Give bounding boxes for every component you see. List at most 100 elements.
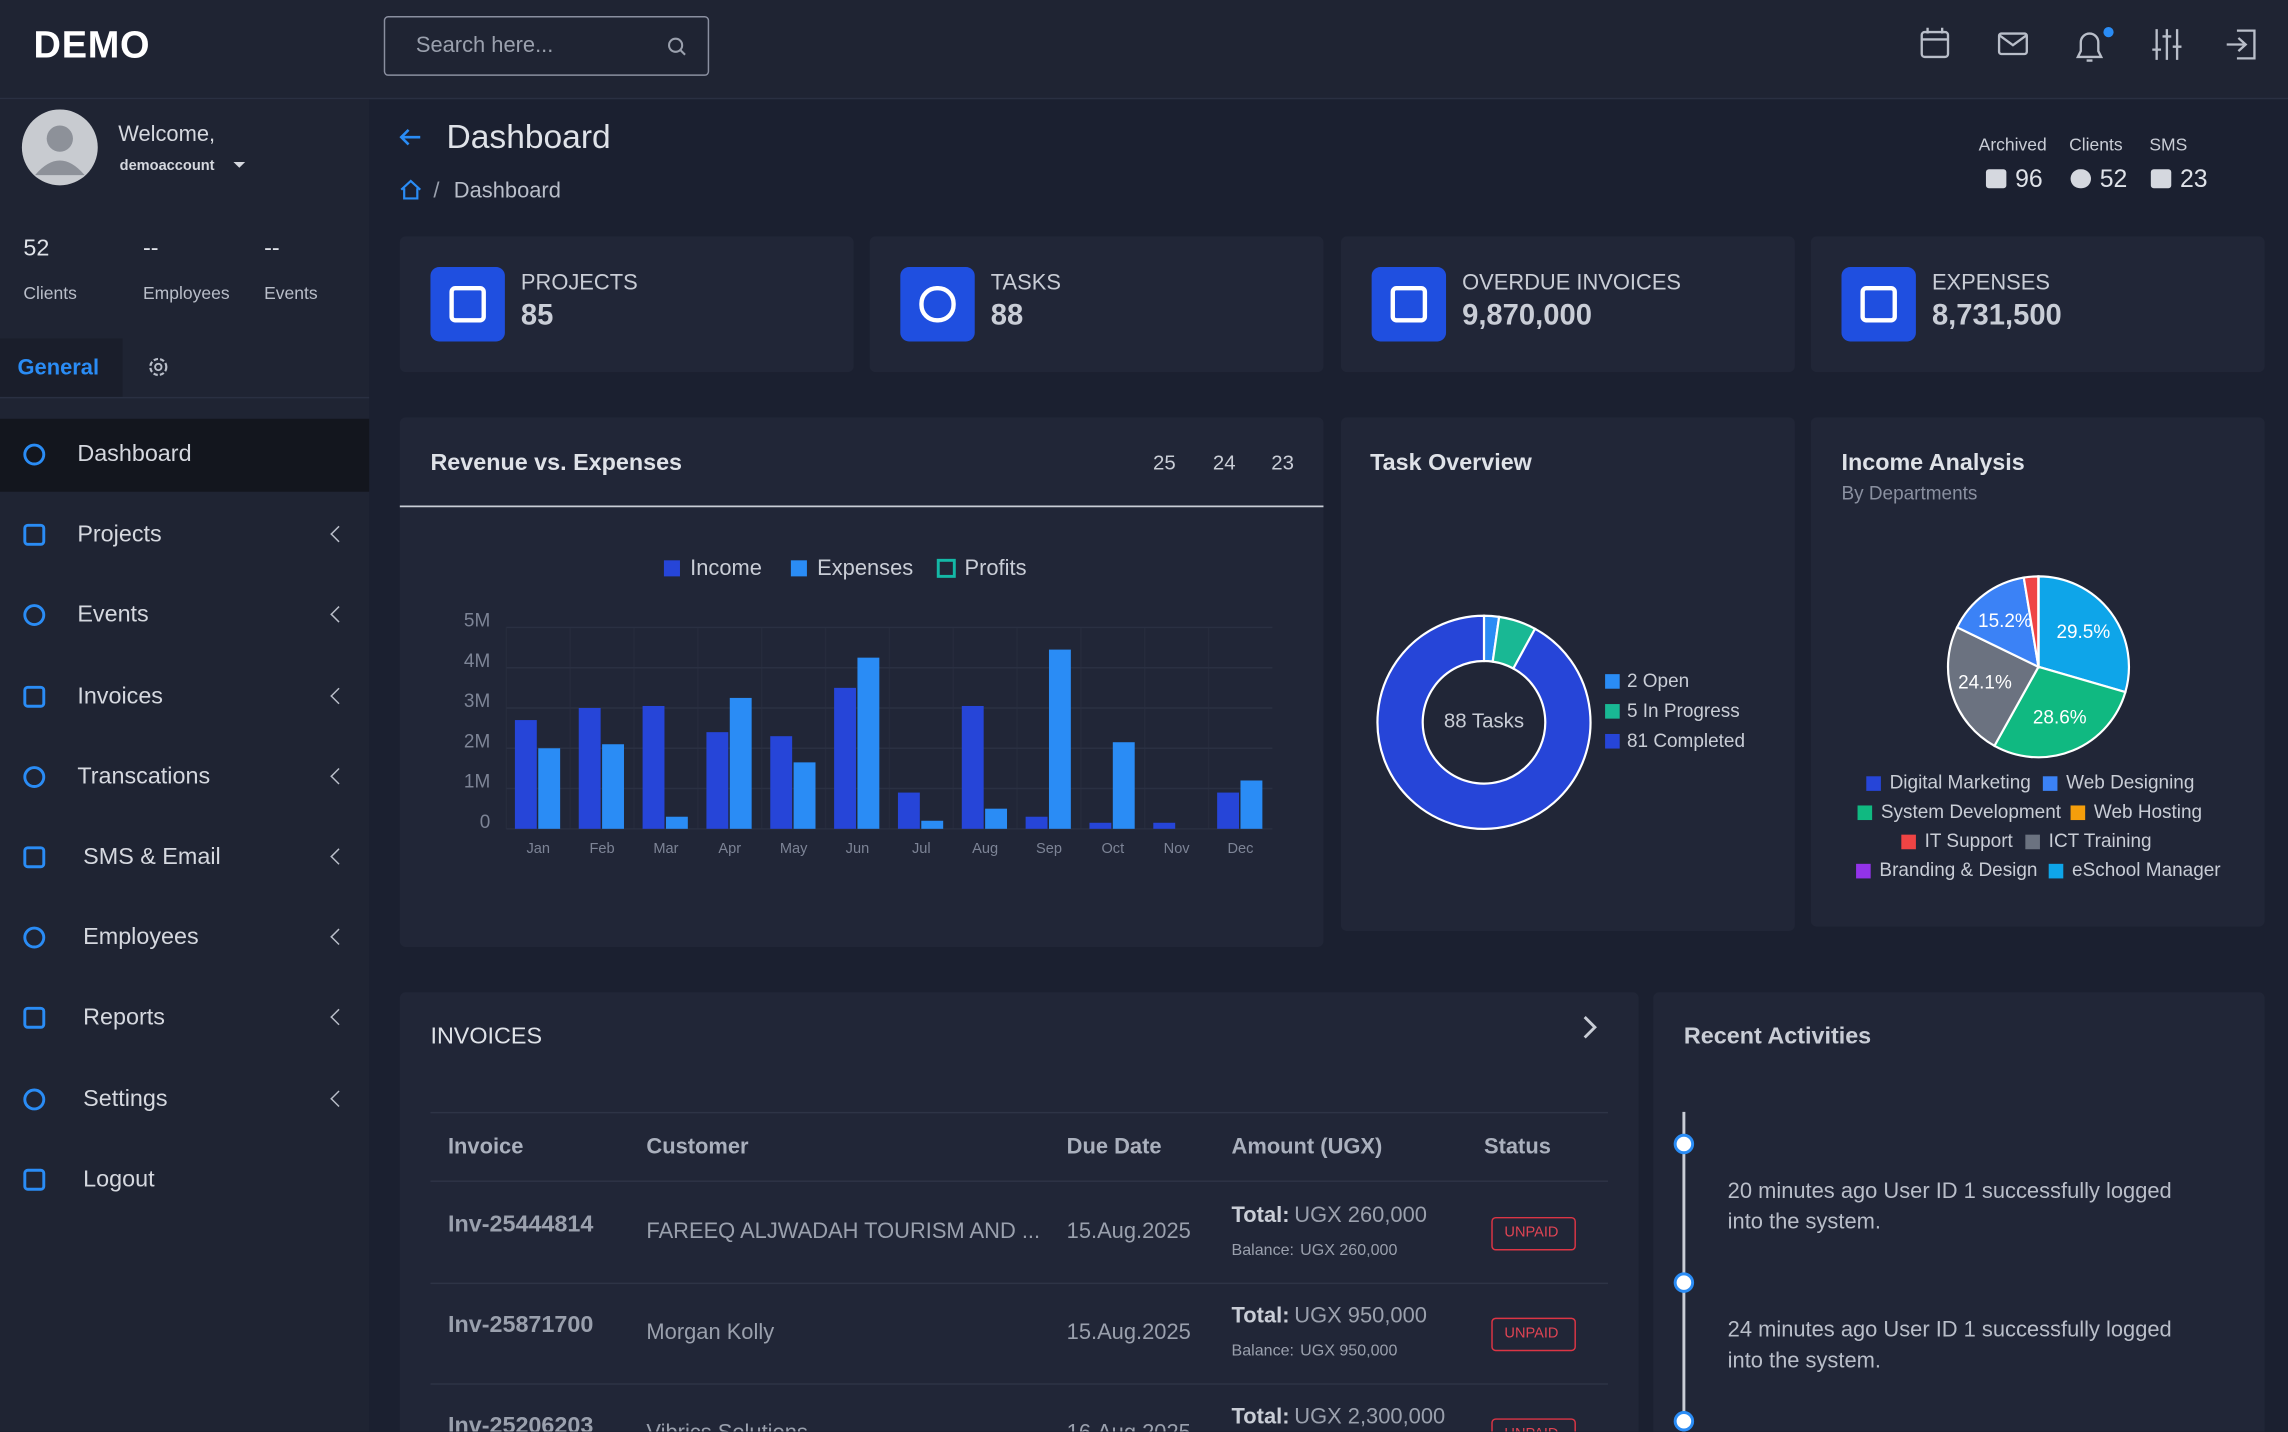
card-label: PROJECTS — [520, 270, 638, 296]
balance-amount: UGX 260,000 — [1300, 1241, 1398, 1260]
menu-item[interactable]: SMS & Email — [83, 844, 221, 870]
y-tick-label: 4M — [464, 651, 490, 672]
column-header: Invoice — [447, 1134, 524, 1160]
avatar[interactable] — [20, 108, 99, 187]
y-tick-label: 3M — [464, 691, 490, 712]
search-box[interactable] — [383, 16, 710, 76]
menu-item[interactable]: Invoices — [77, 683, 163, 709]
activities-panel — [1653, 992, 2265, 1432]
top-icons[interactable] — [1912, 20, 2269, 70]
legend-label: Income — [690, 555, 762, 580]
legend-label: 2 Open — [1627, 671, 1689, 692]
caret[interactable] — [232, 161, 247, 173]
bar — [857, 657, 880, 829]
invoice-id[interactable]: Inv-25871700 — [447, 1313, 594, 1339]
card-icon — [430, 267, 505, 342]
bar — [665, 816, 688, 829]
pie-slice — [2037, 575, 2130, 694]
year-tab[interactable]: 25 — [1153, 452, 1176, 474]
invoices-next[interactable] — [1579, 1014, 1602, 1040]
counter-icon — [1985, 169, 2007, 189]
card-label: EXPENSES — [1931, 270, 2050, 296]
y-tick-label: 5M — [464, 611, 490, 632]
card-label: TASKS — [990, 270, 1061, 296]
status: UNPAID — [1504, 1224, 1559, 1242]
menu-item[interactable]: Settings — [83, 1086, 168, 1112]
counter-value: 52 — [2099, 164, 2128, 193]
counter-label: Archived — [1978, 134, 2047, 155]
legend-swatch — [1605, 733, 1620, 749]
search-icon[interactable] — [665, 35, 688, 58]
x-tick-label: Jul — [912, 841, 931, 857]
stat-label: Employees — [142, 283, 230, 304]
legend-label: System Development — [1881, 802, 2062, 823]
bar — [642, 705, 665, 829]
tab-active[interactable] — [0, 338, 123, 397]
year-tab[interactable]: 23 — [1271, 452, 1294, 474]
breadcrumb[interactable]: Dashboard — [453, 178, 561, 204]
card-value: 9,870,000 — [1462, 299, 1592, 332]
home-icon[interactable] — [398, 178, 423, 201]
activity: 24 minutes ago User ID 1 successfully lo… — [1727, 1317, 2172, 1374]
menu-item[interactable]: Events — [77, 603, 149, 629]
stat-value: -- — [142, 236, 159, 262]
year-tab[interactable]: 24 — [1213, 452, 1236, 474]
chart-subtitle: By Departments — [1841, 484, 1977, 505]
sidebar — [0, 99, 370, 1432]
column-header: Customer — [646, 1134, 749, 1160]
menu-icon — [23, 685, 46, 708]
donut-center: 88 Tasks — [1444, 711, 1524, 733]
bar — [834, 687, 856, 829]
total-amount: UGX 950,000 — [1294, 1303, 1427, 1329]
table-rule — [430, 1383, 1609, 1385]
pie-label: 24.1% — [1958, 673, 2012, 694]
x-tick-label: Feb — [590, 841, 615, 857]
balance-label: Balance: — [1231, 1241, 1295, 1260]
total-label: Total: — [1231, 1303, 1290, 1329]
counter-label: Clients — [2069, 134, 2123, 155]
counter-value: 96 — [2015, 164, 2043, 193]
card-icon — [1371, 267, 1447, 342]
x-tick-label: Jun — [846, 841, 870, 857]
menu-item[interactable]: Projects — [77, 522, 162, 548]
total-amount: UGX 260,000 — [1294, 1203, 1427, 1228]
bar — [1112, 742, 1135, 829]
menu-item[interactable]: Logout — [83, 1167, 155, 1192]
legend-label: eSchool Manager — [2072, 860, 2221, 881]
bar — [1217, 792, 1240, 829]
menu-item[interactable]: Transcations — [77, 764, 211, 790]
page-title: Dashboard — [446, 117, 611, 156]
invoice-id[interactable]: Inv-25444814 — [447, 1212, 594, 1238]
status-badge — [1491, 1317, 1576, 1352]
legend-swatch — [1605, 704, 1620, 719]
due-date: 15.Aug.2025 — [1066, 1219, 1191, 1244]
menu-icon — [23, 1168, 46, 1191]
legend-swatch — [790, 560, 807, 577]
legend-label: Digital Marketing — [1890, 773, 2031, 794]
legend-label: Web Hosting — [2094, 802, 2202, 823]
total-label: Total: — [1231, 1203, 1290, 1228]
timeline-dot — [1673, 1411, 1695, 1432]
username[interactable]: demoaccount — [119, 158, 215, 175]
invoice-id[interactable]: Inv-25206203 — [447, 1413, 594, 1432]
column-header: Amount (UGX) — [1231, 1134, 1383, 1160]
activity: 20 minutes ago User ID 1 successfully lo… — [1727, 1179, 2172, 1235]
table-rule — [430, 1180, 1609, 1182]
menu-item[interactable]: Reports — [83, 1005, 165, 1031]
tab-general[interactable]: General — [17, 355, 100, 381]
legend-label: Branding & Design — [1879, 860, 2037, 881]
back-arrow[interactable] — [397, 124, 423, 150]
tab-settings[interactable] — [146, 355, 171, 380]
pie-slice — [1992, 665, 2127, 759]
status: UNPAID — [1504, 1426, 1558, 1431]
menu-item[interactable]: Dashboard — [77, 442, 192, 467]
stat-label: Clients — [23, 283, 77, 304]
bar — [1048, 649, 1071, 829]
menu-icon — [23, 846, 46, 869]
search-placeholder: Search here... — [415, 32, 554, 58]
legend-label: Expenses — [817, 555, 913, 580]
menu-item[interactable]: Employees — [83, 925, 199, 951]
menu-active — [0, 418, 370, 492]
menu-icon — [23, 524, 46, 547]
pie-label: 15.2% — [1978, 611, 2032, 632]
